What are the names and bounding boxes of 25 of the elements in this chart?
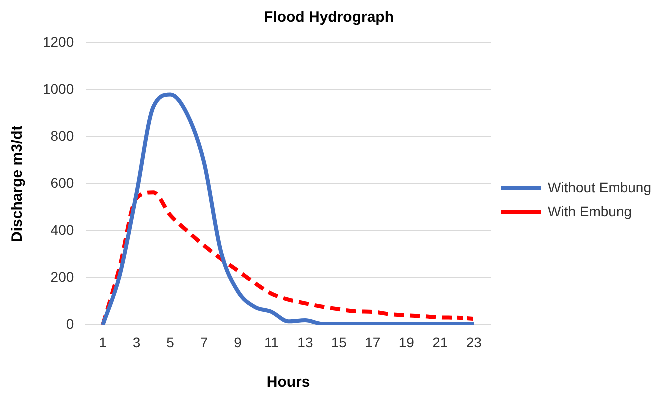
- x-axis-title: Hours: [266, 374, 310, 392]
- y-tick-label: 200: [50, 269, 74, 286]
- x-tick-label: 11: [264, 334, 280, 350]
- x-tick-label: 7: [200, 334, 208, 350]
- x-tick-label: 21: [432, 334, 448, 350]
- x-tick-label: 23: [466, 334, 482, 350]
- chart-title: Flood Hydrograph: [264, 9, 394, 26]
- x-tick-label: 19: [398, 334, 415, 350]
- x-tick-label: 1: [99, 334, 108, 350]
- y-axis-title: Discharge m3/dt: [9, 126, 26, 242]
- y-tick-label: 400: [50, 222, 74, 238]
- x-tick-label: 17: [365, 334, 381, 350]
- x-tick-label: 9: [234, 334, 242, 350]
- y-tick-label: 600: [50, 174, 74, 191]
- x-tick-label: 15: [331, 334, 348, 350]
- y-tick-label: 1000: [42, 80, 74, 97]
- line-series: [101, 92, 476, 326]
- y-tick-label: 1200: [42, 34, 74, 50]
- x-tick-label: 5: [166, 334, 175, 350]
- legend-label: Without Embung: [548, 179, 652, 196]
- y-tick-label: 800: [50, 128, 74, 144]
- y-tick-label: 0: [66, 316, 74, 332]
- x-tick-label: 13: [298, 334, 314, 350]
- legend-label: With Embung: [548, 203, 632, 220]
- x-tick-label: 3: [132, 334, 141, 350]
